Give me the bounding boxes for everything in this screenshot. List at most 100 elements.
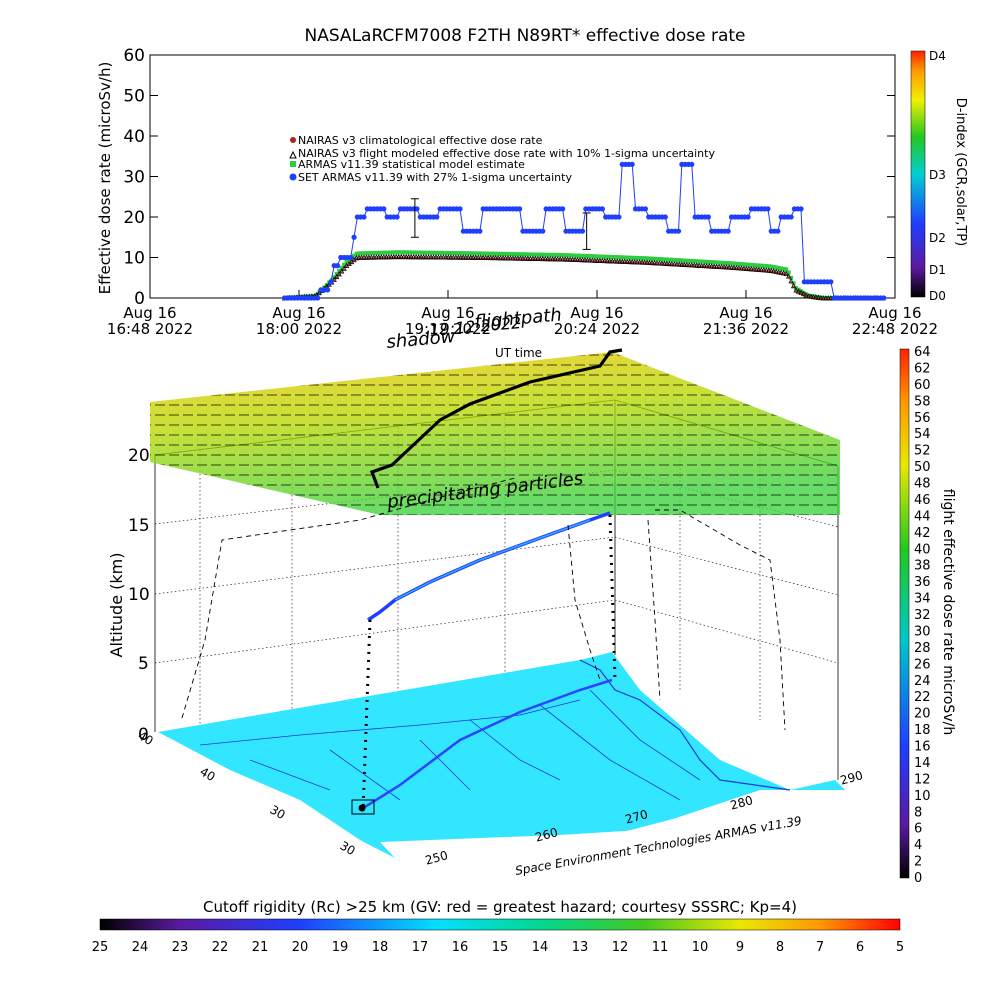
nairas-flight-point <box>574 256 581 263</box>
nairas-flight-point <box>480 254 486 260</box>
nairas-flight-point <box>423 254 429 260</box>
armas-model-point <box>801 290 806 295</box>
armas-model-point <box>699 259 704 264</box>
nairas-flight-point <box>542 255 548 262</box>
nairas-flight-point <box>507 255 514 261</box>
armas-model-point <box>563 253 568 258</box>
nairas-flight-point <box>676 261 683 267</box>
nairas-flight-point <box>363 254 370 260</box>
nairas-flight-point <box>641 259 648 265</box>
lon-tick-1: 260 <box>534 825 560 844</box>
z-tick-5: 5 <box>138 654 149 674</box>
nairas-flight-point <box>813 294 819 300</box>
nairas-flight-point <box>622 258 628 264</box>
armas-model-point <box>677 258 682 263</box>
dose-tick-label: 38 <box>914 559 931 574</box>
armas-model-point <box>727 261 732 266</box>
nairas-flight-point <box>383 254 389 260</box>
rigidity-tick-label: 6 <box>856 940 864 955</box>
armas-model-point <box>722 260 727 265</box>
nairas-flight-point <box>547 255 553 262</box>
armas-model-point <box>615 255 620 260</box>
nairas-flight-point <box>629 258 635 265</box>
nairas-flight-point <box>646 259 653 265</box>
set-armas-point <box>457 206 463 212</box>
nairas-flight-point <box>500 255 506 261</box>
armas-model-point <box>704 259 709 264</box>
nairas-flight-point <box>594 257 601 263</box>
nairas-flight-point <box>684 261 690 268</box>
nairas-flight-point <box>800 290 807 297</box>
armas-model-point <box>466 251 471 256</box>
armas-model-point <box>389 250 394 255</box>
zgrid-5 <box>154 599 616 664</box>
nairas-flight-point <box>589 257 596 263</box>
armas-model-point <box>424 250 429 255</box>
nairas-clim-point <box>780 272 783 275</box>
d-tick-4: D4 <box>929 49 946 63</box>
armas-model-point <box>682 258 687 263</box>
nairas-flight-point <box>425 254 432 260</box>
armas-model-point <box>784 267 789 272</box>
armas-model-point <box>627 255 632 260</box>
nairas-flight-point <box>619 258 625 264</box>
nairas-flight-point <box>768 267 774 273</box>
armas-model-point <box>709 260 714 265</box>
nairas-flight-point <box>783 270 789 276</box>
nairas-flight-point <box>808 293 814 299</box>
legend-label-set-armas: SET ARMAS v11.39 with 27% 1-sigma uncert… <box>298 171 572 184</box>
d-tick-2: D2 <box>929 231 946 245</box>
armas-model-point <box>823 296 828 300</box>
top-y-tick-label: 20 <box>123 208 145 228</box>
nairas-flight-point <box>391 253 397 260</box>
nairas-flight-point <box>627 258 633 265</box>
nairas-flight-point <box>723 264 730 270</box>
set-armas-point <box>788 214 794 220</box>
nairas-flight-point <box>438 254 444 260</box>
nairas-flight-point <box>577 256 583 263</box>
nairas-flight-point <box>820 295 827 301</box>
armas-model-point <box>483 251 488 256</box>
set-armas-point <box>662 214 668 220</box>
ground-track <box>359 678 613 812</box>
set-armas-point <box>775 228 781 234</box>
nairas-flight-point <box>398 253 404 260</box>
set-armas-point <box>828 279 834 285</box>
nairas-flight-point <box>502 255 509 261</box>
nairas-flight-point <box>336 271 342 277</box>
nairas-flight-point <box>510 255 516 261</box>
set-armas-point <box>477 228 483 234</box>
set-armas-point <box>616 214 622 220</box>
armas-model-point <box>771 264 776 269</box>
top-x-tick-line1: Aug 16 <box>421 304 474 322</box>
nairas-flight-point <box>713 263 720 269</box>
armas-model-point <box>731 261 736 266</box>
nairas-clim-point <box>345 265 348 268</box>
dose-tick-label: 40 <box>914 542 931 557</box>
armas-model-point <box>739 262 744 267</box>
nairas-flight-point <box>378 254 385 260</box>
nairas-flight-point <box>406 253 412 260</box>
rigidity-tick-label: 7 <box>816 940 824 955</box>
nairas-flight-point <box>716 263 722 270</box>
nairas-flight-point <box>403 253 409 260</box>
armas-model-point <box>662 257 667 262</box>
top-x-tick-line2: 16:48 2022 <box>107 320 193 338</box>
droplines <box>361 514 617 813</box>
rigidity-tick-label: 25 <box>92 940 109 955</box>
armas-model-point <box>409 250 414 255</box>
nairas-flight-point <box>584 257 591 263</box>
nairas-flight-point <box>420 254 427 260</box>
nairas-flight-point <box>632 258 638 265</box>
nairas-flight-point <box>736 265 742 271</box>
nairas-flight-point <box>478 254 484 260</box>
nairas-clim-point <box>812 296 815 299</box>
armas-model-point <box>652 256 657 261</box>
armas-model-point <box>344 259 349 264</box>
set-armas-point <box>381 206 387 212</box>
nairas-flight-point <box>788 278 794 284</box>
top-x-tick-line2: 21:36 2022 <box>703 320 789 338</box>
legend-label-nairas-flight: NAIRAS v3 flight modeled effective dose … <box>298 147 715 160</box>
nairas-flight-point <box>731 264 737 270</box>
lon-ticks: 250 260 270 280 290 <box>424 768 865 867</box>
